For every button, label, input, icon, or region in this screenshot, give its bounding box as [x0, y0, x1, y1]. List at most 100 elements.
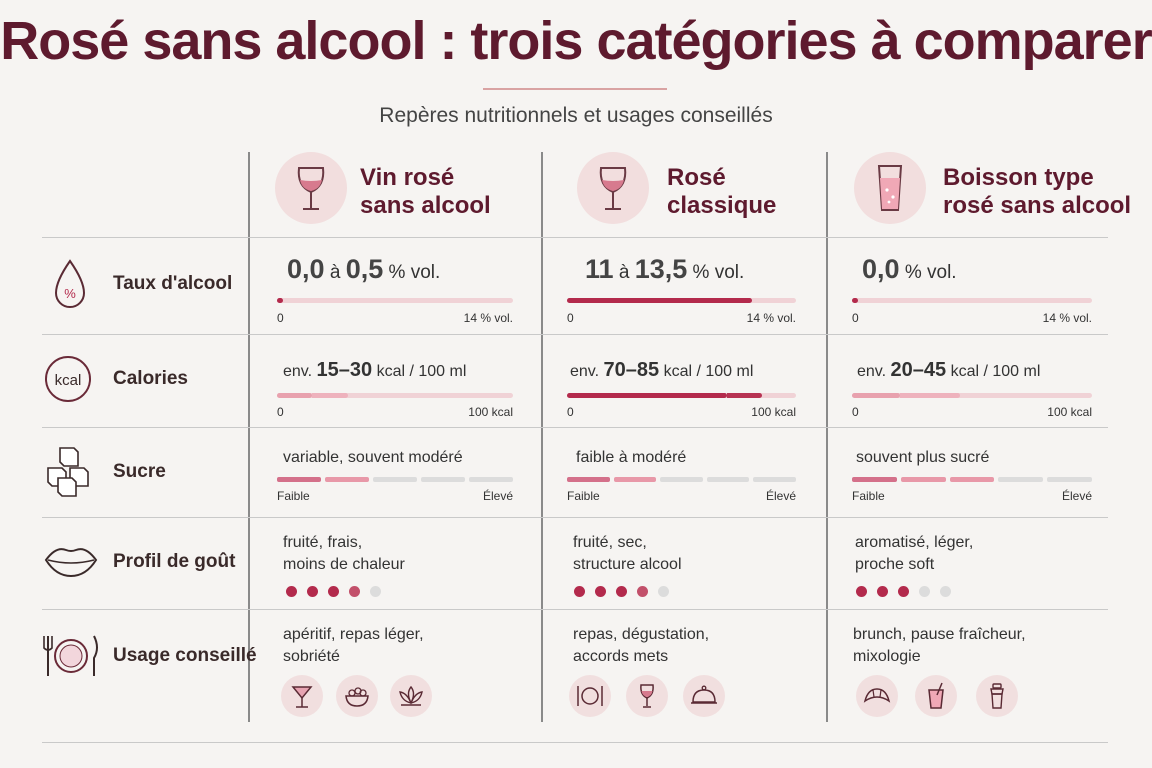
scale-max: Élevé: [1061, 489, 1092, 503]
sugar-meter: [277, 477, 513, 482]
drop-percent-icon: %: [42, 257, 98, 318]
alcohol-bar: [852, 298, 1092, 303]
scale-min: 0: [852, 311, 859, 325]
rating-dot: [658, 586, 669, 597]
scale-max: Élevé: [765, 489, 796, 503]
cell-calories-col1: env. 15–30 kcal / 100 ml 0 100 kcal: [277, 359, 517, 419]
column-name: Boisson type rosé sans alcool: [943, 164, 1132, 219]
row-label-calories: kcal Calories: [42, 355, 242, 405]
rating-dot: [328, 586, 339, 597]
cell-taste-col1: fruité, frais, moins de chaleur: [277, 532, 517, 602]
cell-calories-col2: env. 70–85 kcal / 100 ml 0 100 kcal: [567, 359, 807, 419]
sugar-meter-segment: [277, 477, 321, 482]
lotus-icon: [390, 675, 432, 717]
row-divider: [42, 609, 1108, 610]
scale-min: 0: [277, 405, 284, 419]
row-label-taste: Profil de goût: [42, 540, 242, 584]
svg-text:kcal: kcal: [55, 372, 82, 389]
calories-bar-base: [852, 393, 900, 398]
sugar-meter-segment: [421, 477, 465, 482]
cocktail-glass-icon: [281, 675, 323, 717]
row-label-text: Profil de goût: [113, 551, 236, 572]
alcohol-value: 11 à 13,5 % vol.: [585, 254, 745, 284]
calories-bar: [852, 393, 1092, 398]
title-underline: [483, 88, 667, 90]
scale-max: 14 % vol.: [746, 311, 796, 325]
row-label-text: Usage conseillé: [113, 645, 257, 666]
scale-min: 0: [277, 311, 284, 325]
calories-value: env. 70–85 kcal / 100 ml: [570, 359, 754, 381]
sugar-meter-segment: [900, 477, 946, 482]
calories-bar: [277, 393, 513, 398]
sugar-text: faible à modéré: [576, 449, 687, 466]
row-divider: [42, 742, 1108, 743]
rating-dot: [940, 586, 951, 597]
sugar-meter-segment: [1047, 477, 1092, 482]
column-header-vin-rose-sans-alcool: Vin rosé sans alcool: [275, 152, 535, 238]
taste-rating: [574, 584, 679, 602]
scale-min: 0: [567, 311, 574, 325]
scale-max: 14 % vol.: [1042, 311, 1092, 325]
cell-taste-col2: fruité, sec, structure alcool: [567, 532, 807, 602]
usage-text: repas, dégustation, accords mets: [573, 626, 710, 665]
calories-bar-fill: [900, 393, 960, 398]
calories-value: env. 15–30 kcal / 100 ml: [283, 359, 467, 381]
taste-text: fruité, frais, moins de chaleur: [283, 534, 405, 573]
cell-usage-col2: repas, dégustation, accords mets: [567, 624, 807, 724]
tumbler-glass-icon: [854, 152, 926, 224]
scale-min: Faible: [852, 489, 885, 503]
rating-dot: [616, 586, 627, 597]
calories-bar-base: [567, 393, 728, 398]
taste-rating: [856, 584, 961, 602]
alcohol-bar-fill: [567, 298, 753, 303]
row-label-text: Taux d'alcool: [113, 273, 233, 294]
wine-glass-icon: [626, 675, 668, 717]
scale-min: Faible: [277, 489, 310, 503]
row-label-sugar: Sucre: [42, 444, 242, 500]
cloche-icon: [683, 675, 725, 717]
alcohol-bar-fill: [277, 298, 283, 303]
row-label-alcohol: % Taux d'alcool: [42, 257, 242, 317]
page-subtitle: Repères nutritionnels et usages conseill…: [379, 104, 773, 127]
column-divider: [826, 152, 828, 722]
cell-taste-col3: aromatisé, léger, proche soft: [852, 532, 1092, 602]
scale-min: 0: [852, 405, 859, 419]
cell-sugar-col2: faible à modéré Faible Élevé: [567, 447, 807, 507]
salad-bowl-icon: [336, 675, 378, 717]
scale-max: Élevé: [482, 489, 513, 503]
calories-bar-fill: [727, 393, 762, 398]
row-divider: [42, 334, 1108, 335]
plate-cutlery-icon: [42, 632, 100, 685]
sugar-meter-segment: [949, 477, 995, 482]
sugar-meter-segment: [852, 477, 897, 482]
sugar-meter-segment: [660, 477, 703, 482]
sugar-meter-segment: [998, 477, 1044, 482]
plate-cutlery-icon: [569, 675, 611, 717]
rating-dot: [877, 586, 888, 597]
straw-glass-icon: [915, 675, 957, 717]
taste-text: aromatisé, léger, proche soft: [855, 534, 974, 573]
usage-text: apéritif, repas léger, sobriété: [283, 626, 424, 665]
column-header-boisson-type-rose: Boisson type rosé sans alcool: [854, 152, 1131, 238]
rating-dot: [595, 586, 606, 597]
scale-max: 100 kcal: [1047, 405, 1092, 419]
row-label-text: Sucre: [113, 461, 166, 482]
wine-glass-icon: [275, 152, 347, 224]
rating-dot: [370, 586, 381, 597]
calories-bar-base: [277, 393, 313, 398]
calories-bar: [567, 393, 796, 398]
cell-alcohol-col1: 0,0 à 0,5 % vol. 0 14 % vol.: [277, 254, 517, 326]
svg-text:%: %: [64, 286, 76, 301]
alcohol-bar: [567, 298, 796, 303]
column-header-rose-classique: Rosé classique: [577, 152, 817, 238]
alcohol-bar-fill: [852, 298, 858, 303]
rating-dot: [856, 586, 867, 597]
sugar-meter-segment: [373, 477, 417, 482]
sugar-meter-segment: [613, 477, 657, 482]
cell-sugar-col3: souvent plus sucré Faible Élevé: [852, 447, 1092, 507]
rating-dot: [919, 586, 930, 597]
sugar-meter: [567, 477, 796, 482]
row-label-text: Calories: [113, 368, 188, 389]
wine-glass-icon: [577, 152, 649, 224]
rating-dot: [898, 586, 909, 597]
